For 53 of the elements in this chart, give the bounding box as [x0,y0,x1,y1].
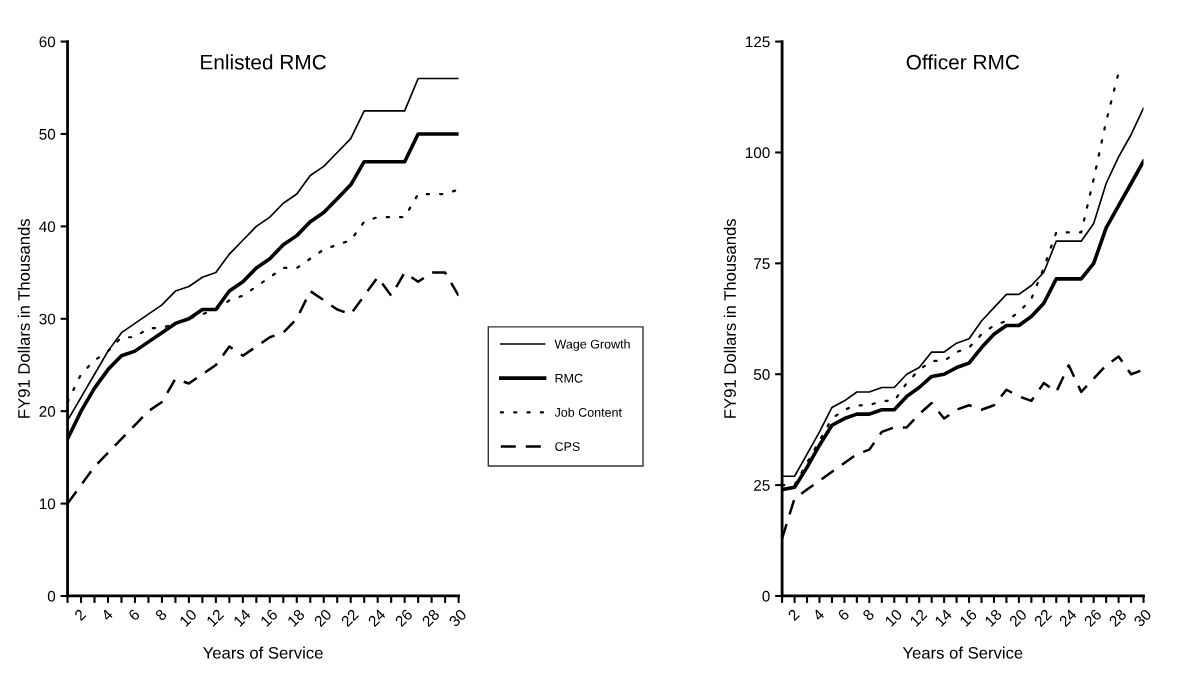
x-tick-label: 14 [233,608,252,627]
x-axis-title: Years of Service [203,646,323,659]
x-tick-label: 30 [1133,608,1153,628]
y-tick-label: 60 [39,36,56,48]
x-tick-label: 20 [313,608,333,628]
x-tick-label: 8 [862,608,875,622]
y-tick-label: 40 [39,221,56,233]
y-tick-label: 100 [745,147,770,159]
chart-title: Officer RMC [906,54,1020,70]
x-tick-label: 22 [340,608,359,628]
legend-label: Wage Growth [554,339,630,351]
x-tick-label: 12 [909,608,928,627]
x-tick-label: 2 [73,608,87,622]
x-tick-label: 4 [100,608,114,622]
y-tick-label: 25 [754,479,770,491]
y-tick-label: 50 [39,128,56,140]
legend-label: CPS [555,442,580,451]
x-tick-label: 14 [934,608,953,627]
x-tick-label: 6 [837,608,850,622]
x-tick-label: 24 [1058,608,1078,628]
x-tick-label: 30 [448,608,468,628]
x-tick-label: 26 [1083,608,1103,628]
x-tick-label: 16 [959,608,978,627]
x-tick-label: 18 [286,608,306,627]
x-tick-label: 6 [127,608,141,622]
legend-label: Job Content [554,407,622,417]
x-tick-label: 24 [367,608,387,628]
y-tick-label: 10 [39,498,56,510]
x-tick-label: 20 [1008,608,1028,628]
y-tick-label: 0 [762,590,770,602]
x-tick-label: 4 [812,608,825,622]
legend-label: RMC [555,373,583,383]
y-tick-label: 75 [754,258,770,270]
x-tick-label: 26 [394,608,414,628]
x-tick-label: 2 [787,608,800,622]
y-tick-label: 125 [745,36,770,48]
chart-title: Enlisted RMC [201,54,326,70]
x-tick-label: 16 [259,608,279,627]
y-tick-label: 50 [753,369,770,380]
x-tick-label: 8 [154,608,168,622]
x-tick-label: 10 [178,608,198,627]
y-tick-label: 20 [39,406,56,417]
x-tick-label: 28 [421,608,441,628]
y-axis-title: FY91 Dollars in Thousands [17,219,30,418]
x-axis-title: Years of Service [902,646,1023,659]
y-tick-label: 0 [47,590,56,602]
x-tick-label: 22 [1033,608,1053,628]
y-tick-label: 30 [39,313,56,325]
x-tick-label: 12 [205,608,225,627]
x-tick-label: 28 [1108,608,1128,628]
x-tick-label: 18 [984,608,1003,627]
y-axis-title: FY91 Dollars in Thousands [723,219,736,418]
x-tick-label: 10 [884,608,903,627]
